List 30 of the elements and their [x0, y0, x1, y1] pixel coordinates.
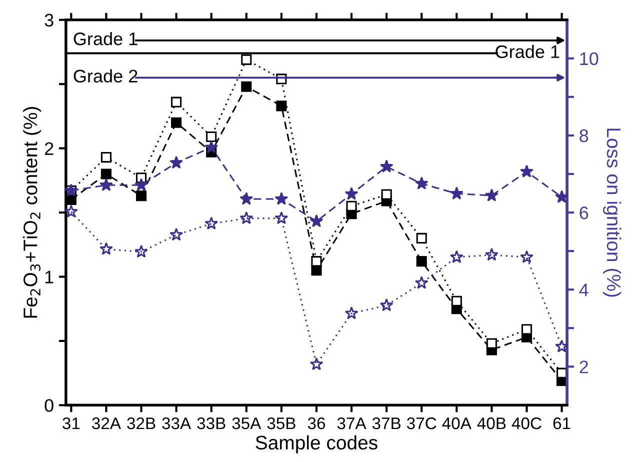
y2-tick-label: 2: [580, 360, 588, 374]
x-tick-label: 40B: [477, 417, 506, 430]
y2-tick-label: 8: [580, 129, 588, 142]
y-axis-title: Fe$_{2}$O$_{3}$+TiO$_{2}$ content (%): [23, 107, 42, 318]
x-tick-label: 33B: [197, 417, 226, 430]
x-tick-label: 61: [553, 417, 570, 430]
x-tick-label: 32B: [127, 417, 156, 430]
ref-line-label: Grade 1: [496, 44, 560, 58]
x-tick-label: 40A: [442, 417, 472, 430]
x-tick-label: 37A: [337, 417, 366, 430]
x-tick-label: 31: [62, 417, 80, 430]
y2-tick-label: 4: [579, 284, 588, 296]
x-tick-label: 40C: [512, 417, 542, 430]
y-tick-label: 0: [44, 399, 54, 412]
x-tick-label: 37B: [372, 417, 401, 430]
ref-line-label: Grade 2: [74, 69, 138, 83]
y-tick-label: 3: [44, 14, 54, 27]
x-tick-label: 35A: [232, 417, 262, 430]
y2-axis-title: Loss on ignition (%): [603, 128, 622, 297]
x-axis-title: Sample codes: [256, 435, 378, 454]
x-tick-label: 35B: [267, 417, 296, 430]
x-tick-label: 36: [308, 417, 326, 430]
x-tick-label: 32A: [92, 417, 122, 430]
y-tick-label: 2: [44, 142, 54, 155]
y2-tick-label: 10: [580, 52, 598, 66]
x-tick-label: 33A: [162, 417, 192, 430]
y-tick-label: 1: [45, 270, 54, 284]
y2-tick-label: 6: [580, 206, 588, 220]
ref-line-label: Grade 1: [74, 32, 138, 46]
x-tick-label: 37C: [406, 417, 436, 430]
